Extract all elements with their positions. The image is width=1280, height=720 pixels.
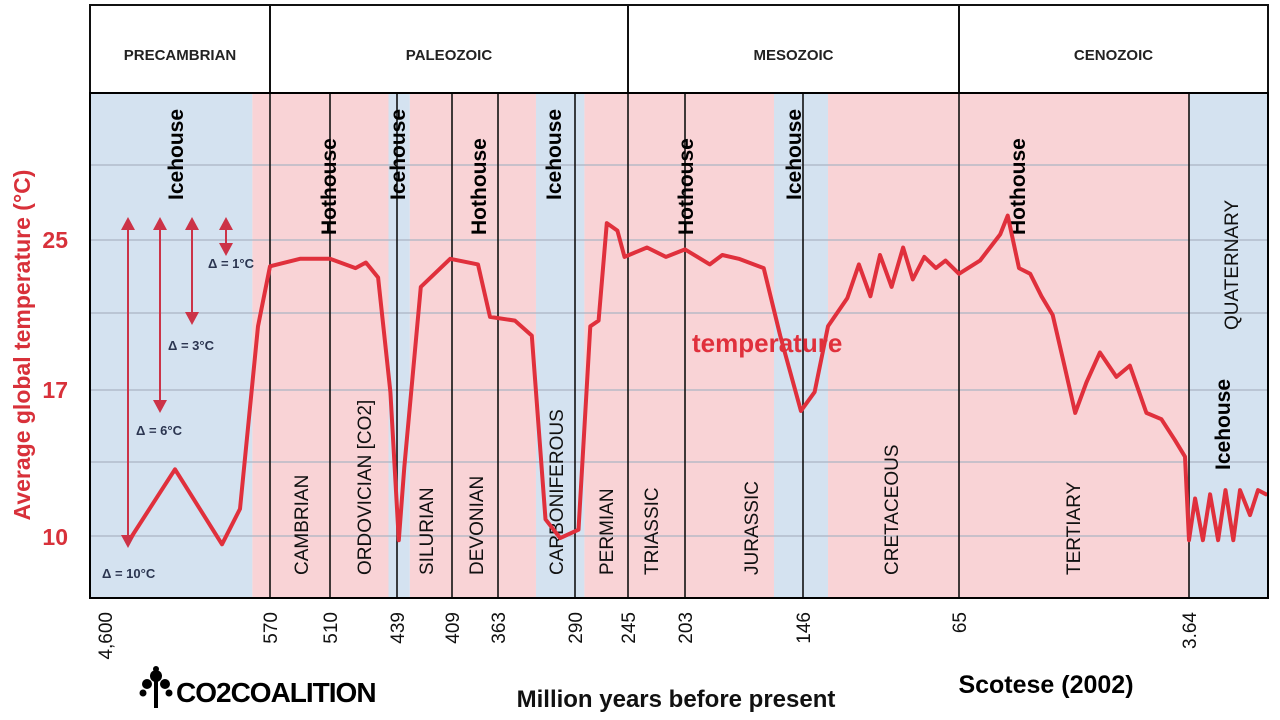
delta-label: Δ = 1°C: [208, 256, 255, 271]
temperature-line: [130, 213, 1268, 547]
x-axis: 4,600 570 510 439 409 363 290 245 203 146 65 3.64: [96, 612, 1201, 660]
period-label: CARBONIFEROUS: [547, 409, 568, 575]
climate-label: Icehouse: [543, 109, 566, 200]
period-label: SILURIAN: [417, 487, 438, 575]
logo-text: CO2COALITION: [176, 677, 376, 708]
arrow-head-down: [185, 312, 199, 325]
period-label: PERMIAN: [597, 488, 618, 575]
y-tick-label: 25: [42, 227, 68, 253]
arrow-head-up: [121, 217, 135, 230]
hothouse-band: [252, 93, 389, 598]
era-label: MESOZOIC: [753, 47, 833, 64]
co2-coalition-logo: CO2COALITION: [139, 666, 377, 708]
climate-label: Icehouse: [165, 109, 188, 200]
arrow-head-down: [121, 535, 135, 548]
period-label: CAMBRIAN: [292, 475, 313, 575]
climate-label: Hothouse: [468, 138, 491, 235]
arrow-head-down: [153, 400, 167, 413]
icehouse-band: [90, 93, 253, 598]
x-tick-label: 409: [443, 612, 464, 644]
period-label: TERTIARY: [1064, 481, 1085, 575]
climate-label: Hothouse: [1007, 138, 1030, 235]
era-header: PRECAMBRIAN PALEOZOIC MESOZOIC CENOZOIC: [89, 4, 1269, 94]
y-axis: 25 17 10: [42, 227, 68, 550]
y-axis-title: Average global temperature (°C): [9, 170, 35, 521]
era-label: PRECAMBRIAN: [124, 47, 237, 64]
delta-label: Δ = 10°C: [102, 566, 156, 581]
climate-label: Icehouse: [387, 109, 410, 200]
climate-label: Icehouse: [1212, 379, 1235, 470]
x-tick-label: 510: [321, 612, 342, 644]
x-axis-title: Million years before present: [517, 686, 836, 713]
delta-arrows: [121, 217, 233, 548]
series-label: temperature: [692, 328, 842, 358]
hothouse-band: [828, 93, 1189, 598]
period-label: DEVONIAN: [467, 476, 488, 575]
x-tick-label: 245: [619, 612, 640, 644]
era-label: PALEOZOIC: [406, 47, 493, 64]
hothouse-band: [584, 93, 775, 598]
climate-label: Icehouse: [783, 109, 806, 200]
arrow-head-up: [219, 217, 233, 230]
era-box: [958, 4, 1269, 94]
y-tick-label: 10: [42, 524, 68, 550]
y-tick-label: 17: [42, 377, 68, 403]
delta-label: Δ = 6°C: [136, 423, 183, 438]
climate-labels: Icehouse Hothouse Icehouse Hothouse Iceh…: [165, 109, 1235, 470]
period-label: QUATERNARY: [1222, 199, 1243, 330]
x-tick-label: 65: [950, 612, 971, 633]
x-tick-label: 3.64: [1180, 612, 1201, 649]
plot-frame: [89, 92, 1269, 599]
tree-icon: [139, 666, 173, 708]
delta-labels: Δ = 1°C Δ = 3°C Δ = 6°C Δ = 10°C: [102, 256, 255, 581]
x-tick-label: 570: [261, 612, 282, 644]
arrow-head-up: [153, 217, 167, 230]
period-label: ORDOVICIAN [CO2]: [355, 400, 376, 575]
era-label: CENOZOIC: [1074, 47, 1153, 64]
period-label: CRETACEOUS: [882, 444, 903, 575]
x-tick-label: 4,600: [96, 612, 117, 660]
period-label: JURASSIC: [742, 481, 763, 575]
x-tick-label: 146: [794, 612, 815, 644]
hothouse-band: [409, 93, 536, 598]
period-labels: CAMBRIAN ORDOVICIAN [CO2] SILURIAN DEVON…: [292, 199, 1243, 575]
arrow-head-down: [219, 243, 233, 256]
era-box: [627, 4, 960, 94]
arrow-head-up: [185, 217, 199, 230]
x-tick-label: 439: [388, 612, 409, 644]
climate-label: Hothouse: [318, 138, 341, 235]
climate-label: Hothouse: [675, 138, 698, 235]
x-tick-label: 290: [566, 612, 587, 644]
period-boundaries: [269, 93, 1190, 598]
x-tick-label: 203: [676, 612, 697, 644]
x-tick-label: 363: [489, 612, 510, 644]
period-label: TRIASSIC: [642, 487, 663, 575]
delta-label: Δ = 3°C: [168, 338, 215, 353]
source-credit: Scotese (2002): [958, 671, 1133, 699]
